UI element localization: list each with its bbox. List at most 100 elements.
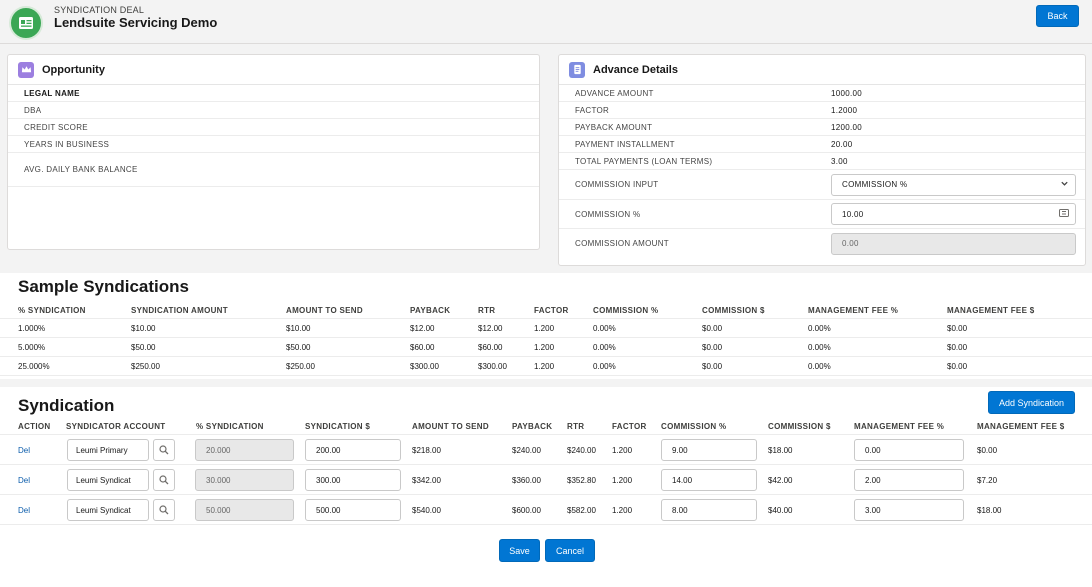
- crown-icon: [18, 61, 34, 78]
- field-label: CREDIT SCORE: [24, 122, 88, 132]
- commission-pct-input[interactable]: 10.00: [831, 203, 1076, 225]
- record-type-label: SYNDICATION DEAL: [54, 5, 145, 15]
- payback: $360.00: [512, 476, 541, 485]
- syndication-amount-input[interactable]: 300.00: [305, 469, 401, 491]
- syndication-amount-input[interactable]: 500.00: [305, 499, 401, 521]
- column-header: COMMISSION $: [768, 422, 831, 431]
- column-header: SYNDICATOR ACCOUNT: [66, 422, 166, 431]
- column-header: % SYNDICATION: [18, 306, 86, 315]
- sample-syndications-section: Sample Syndications % SYNDICATION SYNDIC…: [0, 273, 1092, 379]
- table-cell: $60.00: [478, 343, 503, 352]
- field-factor: FACTOR 1.2000: [559, 102, 1085, 119]
- field-label: FACTOR: [575, 105, 610, 115]
- column-header: MANAGEMENT FEE $: [977, 422, 1065, 431]
- table-cell: 0.00%: [808, 362, 831, 371]
- table-cell: $50.00: [286, 343, 311, 352]
- field-label: COMMISSION %: [575, 209, 641, 219]
- table-cell: $0.00: [702, 343, 723, 352]
- column-header: MANAGEMENT FEE %: [854, 422, 945, 431]
- delete-link[interactable]: Del: [18, 446, 31, 455]
- table-cell: $300.00: [410, 362, 439, 371]
- table-cell: 0.00%: [593, 324, 616, 333]
- management-fee-amount: $7.20: [977, 476, 998, 485]
- field-value: 3.00: [831, 156, 848, 166]
- rtr: $240.00: [567, 446, 596, 455]
- save-button[interactable]: Save: [499, 539, 540, 562]
- search-icon[interactable]: [153, 499, 175, 521]
- syndicator-account-input[interactable]: Leumi Syndicat: [67, 469, 149, 491]
- table-cell: $0.00: [947, 343, 968, 352]
- opportunity-card-header: Opportunity: [8, 55, 539, 85]
- field-value: 1000.00: [831, 88, 863, 98]
- table-cell: $0.00: [702, 324, 723, 333]
- delete-link[interactable]: Del: [18, 476, 31, 485]
- commission-pct-input[interactable]: 8.00: [661, 499, 757, 521]
- syndication-amount-input[interactable]: 200.00: [305, 439, 401, 461]
- back-button[interactable]: Back: [1036, 5, 1079, 27]
- syndication-row: Del Leumi Primary 20.000 200.00 $218.00 …: [0, 435, 1092, 465]
- table-row: 1.000% $10.00 $10.00 $12.00 $12.00 1.200…: [0, 319, 1092, 338]
- syndication-table-header: ACTION SYNDICATOR ACCOUNT % SYNDICATION …: [0, 419, 1092, 435]
- field-total-payments: TOTAL PAYMENTS (LOAN TERMS) 3.00: [559, 153, 1085, 170]
- field-advance-amount: ADVANCE AMOUNT 1000.00: [559, 85, 1085, 102]
- field-label: DBA: [24, 105, 42, 115]
- column-header: AMOUNT TO SEND: [412, 422, 489, 431]
- field-label: PAYBACK AMOUNT: [575, 122, 653, 132]
- commission-pct-input[interactable]: 14.00: [661, 469, 757, 491]
- delete-link[interactable]: Del: [18, 506, 31, 515]
- column-header: FACTOR: [534, 306, 569, 315]
- table-cell: $250.00: [286, 362, 315, 371]
- page-title: Lendsuite Servicing Demo: [54, 15, 218, 30]
- table-cell: $300.00: [478, 362, 507, 371]
- column-header: COMMISSION %: [593, 306, 659, 315]
- search-icon[interactable]: [153, 469, 175, 491]
- advance-card-title: Advance Details: [593, 63, 678, 76]
- table-cell: $10.00: [286, 324, 311, 333]
- commission-input-select[interactable]: Commission %: [831, 173, 1076, 196]
- table-row: 5.000% $50.00 $50.00 $60.00 $60.00 1.200…: [0, 338, 1092, 357]
- column-header: MANAGEMENT FEE %: [808, 306, 899, 315]
- sample-table-header: % SYNDICATION SYNDICATION AMOUNT AMOUNT …: [0, 303, 1092, 319]
- column-header: COMMISSION %: [661, 422, 727, 431]
- table-cell: 1.000%: [18, 324, 46, 333]
- commission-pct-input[interactable]: 9.00: [661, 439, 757, 461]
- table-cell: 5.000%: [18, 343, 46, 352]
- table-cell: $0.00: [947, 362, 968, 371]
- pct-syndication-input: 20.000: [195, 439, 294, 461]
- management-fee-pct-input[interactable]: 3.00: [854, 499, 964, 521]
- management-fee-pct-input[interactable]: 2.00: [854, 469, 964, 491]
- management-fee-pct-input[interactable]: 0.00: [854, 439, 964, 461]
- table-cell: 0.00%: [593, 362, 616, 371]
- table-cell: 0.00%: [808, 324, 831, 333]
- cancel-button[interactable]: Cancel: [545, 539, 595, 562]
- table-cell: 1.200: [534, 343, 555, 352]
- field-label: COMMISSION AMOUNT: [575, 239, 669, 248]
- search-icon[interactable]: [153, 439, 175, 461]
- syndicator-account-input[interactable]: Leumi Primary: [67, 439, 149, 461]
- table-cell: 25.000%: [18, 362, 50, 371]
- table-cell: 1.200: [534, 324, 555, 333]
- column-header: RTR: [478, 306, 496, 315]
- syndication-row: Del Leumi Syndicat 50.000 500.00 $540.00…: [0, 495, 1092, 525]
- column-header: SYNDICATION $: [305, 422, 371, 431]
- field-commission-pct: COMMISSION % 10.00: [559, 200, 1085, 229]
- pct-syndication-input: 30.000: [195, 469, 294, 491]
- table-cell: $250.00: [131, 362, 160, 371]
- table-row: 25.000% $250.00 $250.00 $300.00 $300.00 …: [0, 357, 1092, 376]
- field-payback-amount: PAYBACK AMOUNT 1200.00: [559, 119, 1085, 136]
- column-header: ACTION: [18, 422, 51, 431]
- syndicator-account-input[interactable]: Leumi Syndicat: [67, 499, 149, 521]
- field-years-in-business: YEARS IN BUSINESS: [8, 136, 539, 153]
- table-cell: 0.00%: [808, 343, 831, 352]
- syndication-section: Syndication Add Syndication ACTION SYNDI…: [0, 387, 1092, 587]
- column-header: RTR: [567, 422, 585, 431]
- payback: $240.00: [512, 446, 541, 455]
- field-label: COMMISSION INPUT: [575, 180, 659, 189]
- payback: $600.00: [512, 506, 541, 515]
- field-label: PAYMENT INSTALLMENT: [575, 139, 675, 149]
- field-payment-installment: PAYMENT INSTALLMENT 20.00: [559, 136, 1085, 153]
- field-value: 1200.00: [831, 122, 863, 132]
- add-syndication-button[interactable]: Add Syndication: [988, 391, 1075, 414]
- amount-to-send: $342.00: [412, 476, 441, 485]
- field-avg-daily-bank-balance: AVG. DAILY BANK BALANCE: [8, 153, 539, 187]
